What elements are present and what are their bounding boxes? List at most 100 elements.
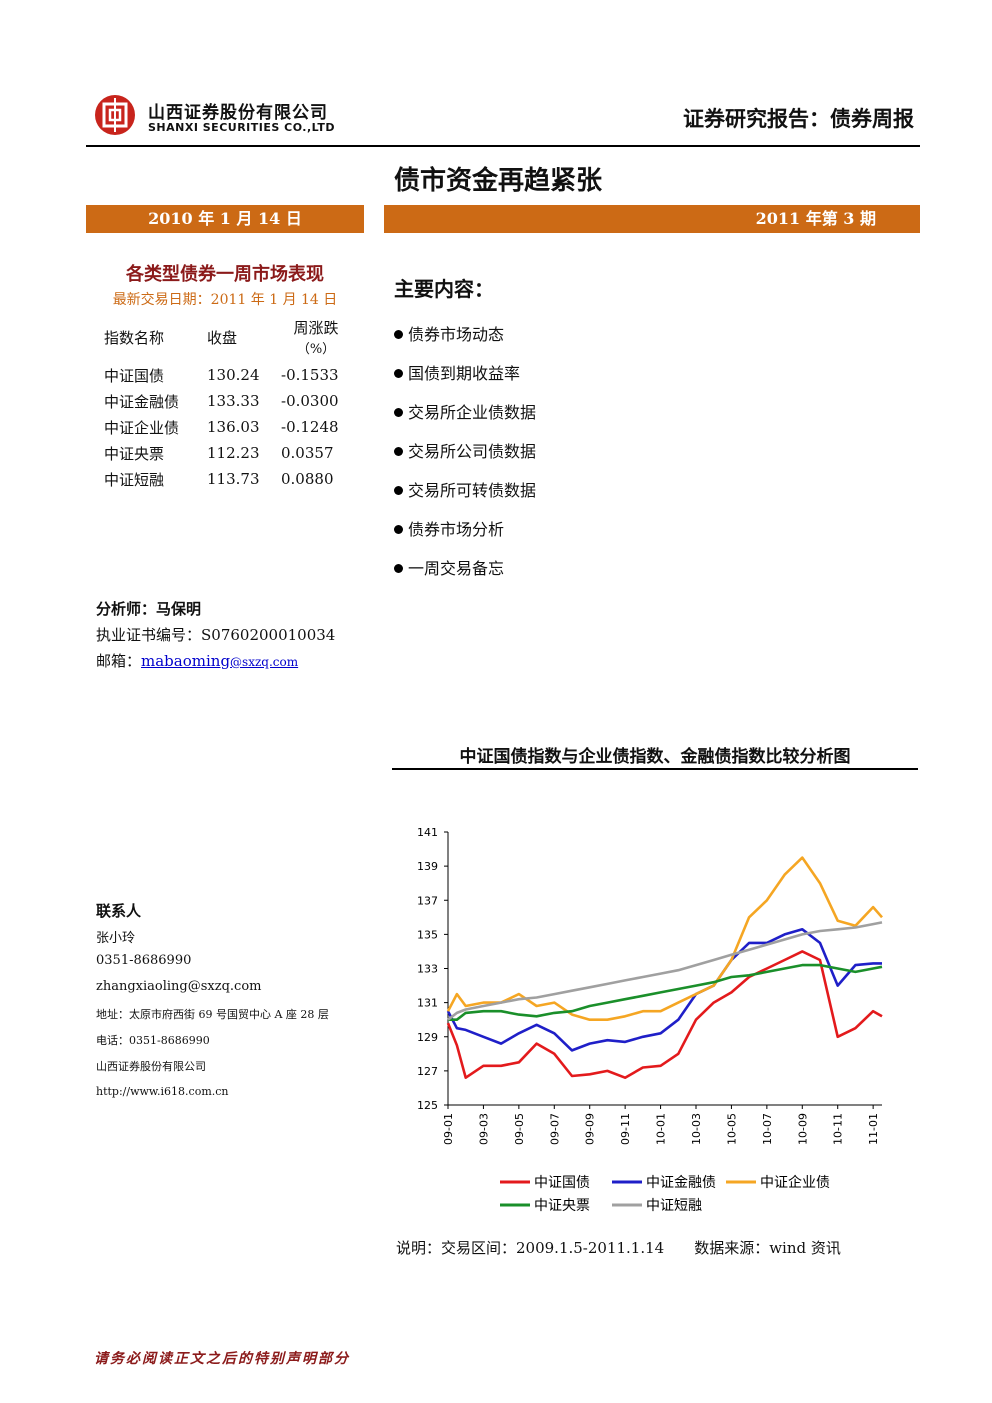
company-name-en: SHANXI SECURITIES CO.,LTD — [148, 121, 335, 134]
x-tick-label: 10-03 — [690, 1113, 703, 1145]
series-line-4 — [448, 963, 883, 1021]
toc-item-label: 债券市场分析 — [408, 520, 505, 539]
analyst-name: 分析师：马保明 — [96, 600, 202, 618]
x-tick-label: 09-03 — [477, 1113, 490, 1145]
y-tick-label: 137 — [417, 894, 438, 907]
cell-name: 中证央票 — [104, 444, 165, 463]
legend-label: 中证企业债 — [760, 1174, 830, 1191]
company-name-cn: 山西证券股份有限公司 — [148, 103, 328, 123]
column-header-change: 周涨跌 （%） — [277, 312, 355, 362]
report-type: 证券研究报告：债券周报 — [683, 107, 914, 131]
bullet-icon — [394, 564, 403, 573]
y-tick-label: 131 — [417, 997, 438, 1010]
table-row: 中证央票 112.23 0.0357 — [100, 440, 355, 466]
legend-label: 中证央票 — [534, 1198, 590, 1214]
y-tick-label: 127 — [417, 1065, 438, 1078]
x-tick-label: 09-11 — [619, 1113, 632, 1145]
header-divider — [86, 145, 920, 147]
toc-item: 交易所可转债数据 — [394, 477, 536, 501]
table-row: 中证企业债 136.03 -0.1248 — [100, 414, 355, 440]
series-line-5 — [447, 921, 883, 1021]
toc-item: 交易所企业债数据 — [394, 399, 536, 423]
date-bar: 2010 年 1 月 14 日 — [86, 205, 364, 233]
disclaimer-footer: 请务必阅读正文之后的特别声明部分 — [94, 1351, 350, 1367]
chart-title: 中证国债指数与企业债指数、金融债指数比较分析图 — [459, 747, 851, 767]
chart-title-divider — [392, 768, 918, 770]
cell-close: 113.73 — [207, 470, 260, 488]
market-latest-date: 最新交易日期：2011 年 1 月 14 日 — [112, 292, 338, 308]
table-row: 中证金融债 133.33 -0.0300 — [100, 388, 355, 414]
cell-close: 130.24 — [207, 366, 260, 384]
x-tick-label: 09-09 — [584, 1113, 597, 1145]
legend-label: 中证国债 — [534, 1175, 590, 1191]
contact-tel: 电话：0351-8686990 — [96, 1034, 210, 1047]
contact-name: 张小玲 — [96, 931, 136, 946]
table-row: 中证短融 113.73 0.0880 — [100, 466, 355, 492]
x-tick-label: 09-07 — [548, 1113, 561, 1145]
table-row: 中证国债 130.24 -0.1533 — [100, 362, 355, 388]
table-header-row: 指数名称 收盘 周涨跌 （%） — [100, 312, 355, 362]
cell-name: 中证短融 — [104, 470, 165, 489]
cell-name: 中证国债 — [104, 366, 165, 385]
x-tick-label: 09-05 — [513, 1113, 526, 1145]
toc-item-label: 一周交易备忘 — [408, 559, 505, 578]
page-title: 债市资金再趋紧张 — [394, 166, 603, 196]
toc-item-label: 交易所企业债数据 — [408, 403, 537, 422]
x-tick-label: 09-01 — [442, 1113, 455, 1145]
y-tick-label: 129 — [417, 1031, 438, 1044]
legend-label: 中证金融债 — [646, 1175, 716, 1191]
legend-label: 中证短融 — [646, 1198, 702, 1214]
x-tick-label: 10-01 — [655, 1113, 668, 1145]
market-table: 指数名称 收盘 周涨跌 （%） 中证国债 130.24 -0.1533 中证金融债 1… — [100, 312, 355, 492]
toc-item: 债券市场动态 — [394, 321, 504, 345]
y-tick-label: 135 — [417, 928, 438, 941]
cell-change: 0.0880 — [281, 470, 334, 488]
market-table-title: 各类型债券一周市场表现 — [126, 264, 324, 285]
bullet-icon — [394, 330, 403, 339]
toc-item: 一周交易备忘 — [394, 555, 504, 579]
email-user: mabaoming — [141, 652, 231, 670]
toc-item-label: 债券市场动态 — [408, 325, 505, 344]
bullet-icon — [394, 447, 403, 456]
series-line-3 — [446, 856, 883, 1021]
toc-item-label: 国债到期收益率 — [408, 364, 521, 383]
toc-item-label: 交易所可转债数据 — [408, 481, 537, 500]
column-header-change-unit: （%） — [296, 342, 336, 357]
y-tick-label: 139 — [417, 860, 438, 873]
cell-change: -0.0300 — [281, 392, 339, 410]
x-tick-label: 10-05 — [725, 1113, 738, 1145]
email-link[interactable]: mabaoming@sxzq.com — [141, 652, 298, 670]
toc-title: 主要内容： — [394, 277, 494, 301]
series-line-2 — [446, 928, 882, 1052]
contact-url[interactable]: http://www.i618.com.cn — [96, 1085, 229, 1098]
chart-note: 说明：交易区间：2009.1.5-2011.1.14 数据来源：wind 资讯 — [396, 1239, 841, 1257]
contact-email: zhangxiaoling@sxzq.com — [96, 979, 262, 994]
email-domain: @sxzq.com — [230, 655, 299, 669]
y-tick-label: 125 — [417, 1099, 438, 1112]
email-label: 邮箱： — [96, 652, 142, 670]
analyst-email: 邮箱：mabaoming@sxzq.com — [96, 650, 298, 671]
contact-company: 山西证券股份有限公司 — [96, 1060, 206, 1073]
column-header-name: 指数名称 — [104, 328, 165, 347]
cell-change: 0.0357 — [281, 444, 334, 462]
bond-index-chart: 125 127 129 131 133 135 137 139 141 09-01 09-03 09-… — [417, 826, 883, 1214]
cell-close: 112.23 — [207, 444, 260, 462]
issue-bar: 2011 年第 3 期 — [384, 205, 920, 233]
x-tick-label: 11-01 — [867, 1113, 880, 1145]
analyst-cert: 执业证书编号：S0760200010034 — [96, 626, 336, 644]
y-tick-label: 133 — [417, 963, 438, 976]
y-tick-label: 141 — [417, 826, 438, 839]
cell-name: 中证金融债 — [104, 392, 180, 411]
cell-name: 中证企业债 — [104, 418, 180, 437]
cell-close: 136.03 — [207, 418, 260, 436]
issue-label: 2011 年第 3 期 — [755, 209, 876, 228]
column-header-change-label: 周涨跌 — [293, 319, 339, 337]
column-header-close: 收盘 — [207, 328, 238, 347]
cell-change: -0.1248 — [281, 418, 339, 436]
cell-close: 133.33 — [207, 392, 260, 410]
bullet-icon — [394, 525, 403, 534]
contact-phone: 0351-8686990 — [96, 953, 192, 968]
toc-item-label: 交易所公司债数据 — [408, 442, 537, 461]
contact-title: 联系人 — [96, 902, 142, 920]
contact-address: 地址：太原市府西街 69 号国贸中心 A 座 28 层 — [96, 1008, 329, 1021]
